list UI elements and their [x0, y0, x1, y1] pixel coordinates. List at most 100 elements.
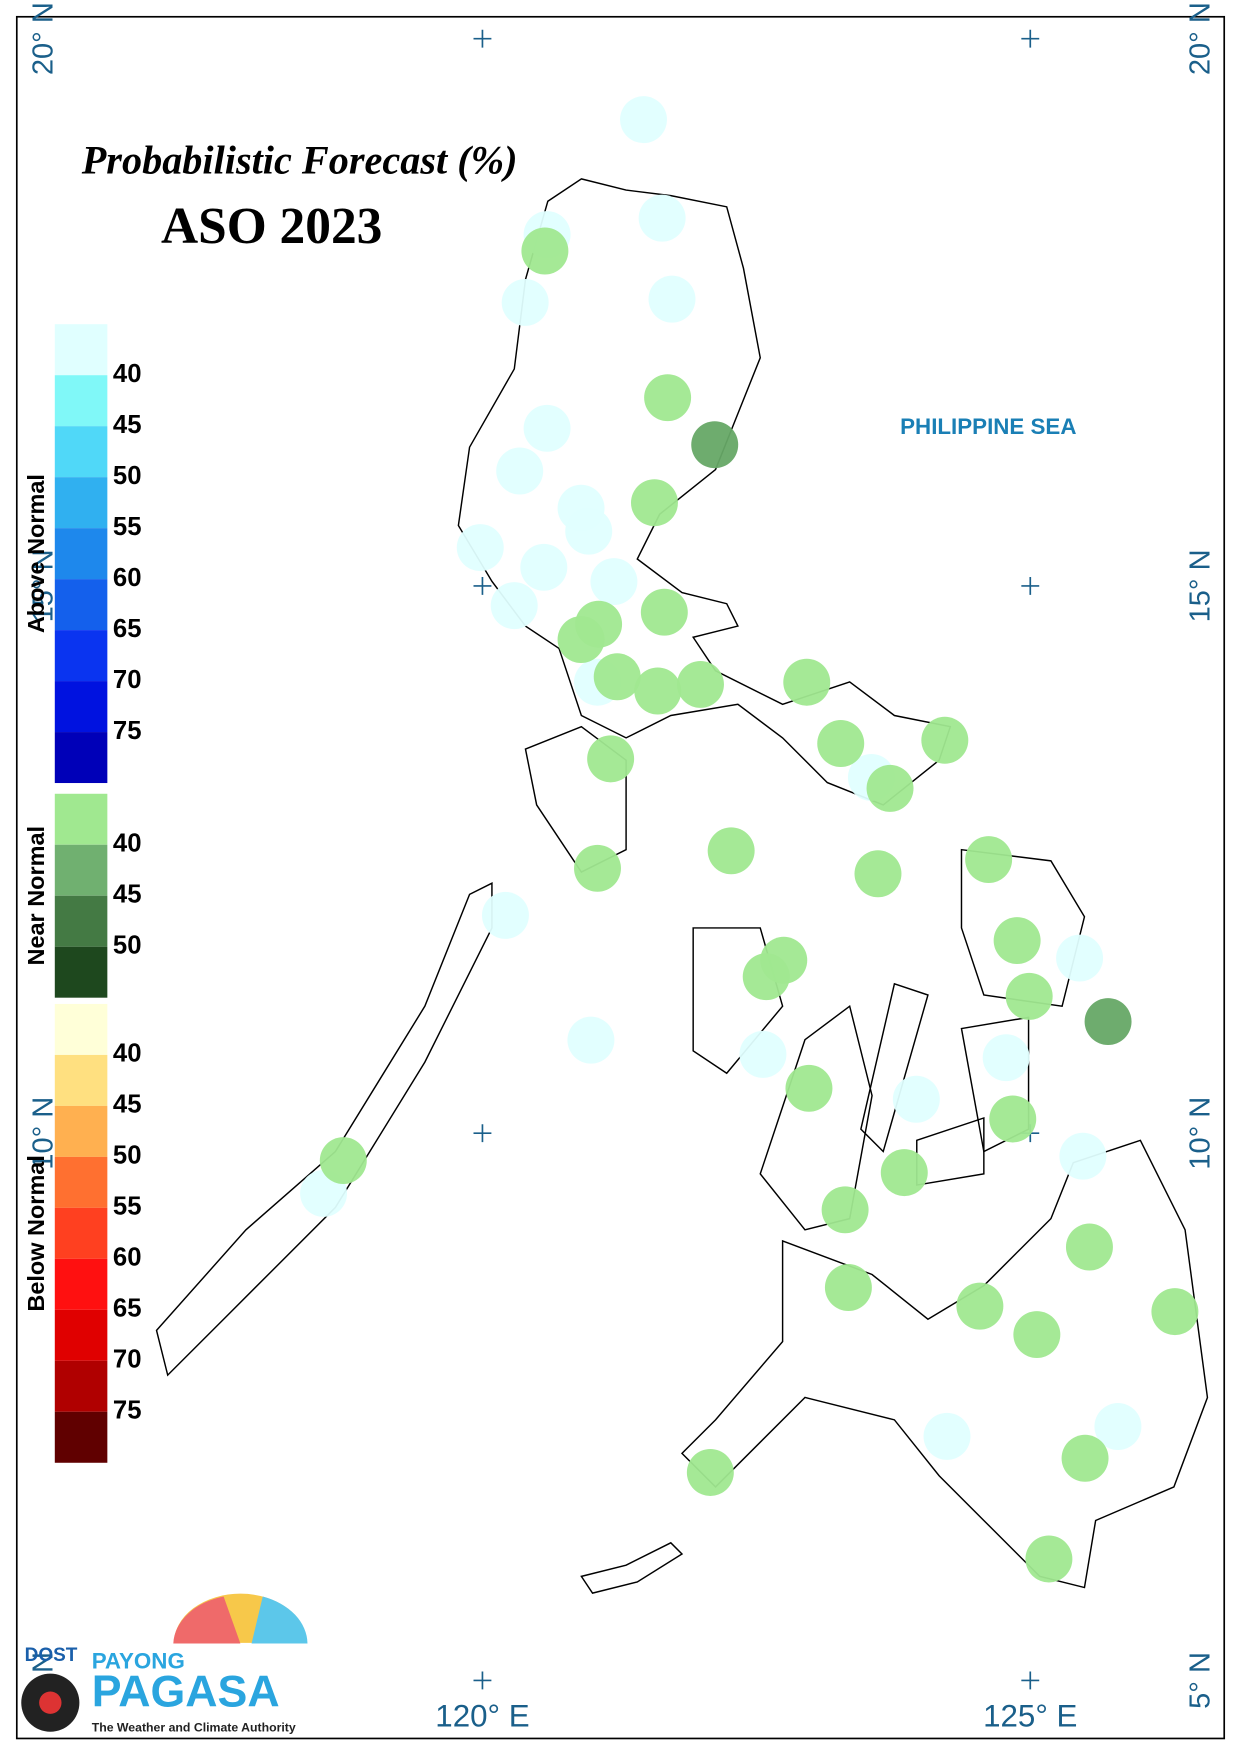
station — [1025, 1535, 1073, 1583]
sea-label: PHILIPPINE SEA — [900, 414, 1076, 439]
station — [630, 479, 678, 527]
legend-label: 50 — [113, 1142, 142, 1170]
station — [707, 827, 755, 875]
luzon — [457, 178, 952, 806]
station — [691, 421, 739, 469]
station — [866, 764, 914, 812]
legend-label: 40 — [113, 830, 142, 858]
station — [557, 616, 605, 664]
x-tick-label: 120° E — [435, 1699, 529, 1734]
y-tick-label-right: 5° N — [1185, 1652, 1217, 1709]
legend-title: Near Normal — [23, 826, 49, 966]
legend-label: 45 — [113, 411, 142, 439]
legend-swatch — [54, 630, 108, 682]
legend-swatch — [54, 1156, 108, 1208]
samar — [960, 848, 1086, 1007]
station — [590, 558, 638, 606]
station — [638, 194, 686, 242]
station — [1056, 934, 1104, 982]
station — [821, 1186, 869, 1234]
station — [587, 735, 635, 783]
station — [593, 653, 641, 701]
legend-swatch — [54, 579, 108, 631]
station — [1013, 1311, 1061, 1359]
legend-swatch — [54, 477, 108, 529]
graticule-cross — [473, 29, 492, 48]
dost-seal-center — [39, 1691, 62, 1714]
logo-tagline: The Weather and Climate Authority — [92, 1721, 296, 1735]
station — [854, 850, 902, 898]
x-tick-label: 125° E — [983, 1699, 1077, 1734]
legend: 40 45 50 55 60 65 70 75 Above Normal 40 45 50 Near N… — [23, 324, 142, 1463]
y-tick-label-left: 10° N — [27, 1097, 59, 1170]
legend-title: Above Normal — [23, 474, 49, 633]
legend-label: 45 — [113, 881, 142, 909]
station — [565, 507, 613, 555]
legend-label: 70 — [113, 666, 142, 694]
station — [783, 658, 831, 706]
station — [739, 1030, 787, 1078]
station — [521, 227, 569, 275]
station — [892, 1075, 940, 1123]
station — [520, 543, 568, 591]
graticule-cross — [473, 1671, 492, 1690]
logo-agency: DOST — [25, 1645, 78, 1666]
sulu — [580, 1541, 684, 1594]
station — [686, 1449, 734, 1496]
y-tick-label-left: 15° N — [27, 549, 59, 622]
station — [648, 275, 696, 323]
subtitle: ASO 2023 — [161, 198, 382, 255]
station — [923, 1412, 971, 1460]
legend-swatch — [54, 895, 108, 947]
graticule-cross — [473, 1124, 492, 1143]
legend-label: 60 — [113, 1244, 142, 1272]
logo-brand: PAGASA — [92, 1668, 280, 1717]
umbrella-right — [251, 1596, 308, 1644]
station — [921, 716, 969, 764]
legend-label: 65 — [113, 1295, 142, 1323]
station — [965, 836, 1013, 884]
station — [1059, 1132, 1107, 1180]
legend-label: 40 — [113, 360, 142, 388]
legend-swatch — [54, 1003, 108, 1055]
station — [982, 1034, 1030, 1082]
y-tick-label-right: 10° N — [1185, 1097, 1217, 1170]
station — [1094, 1403, 1142, 1451]
station — [481, 891, 529, 939]
station — [496, 447, 544, 495]
legend-label: 50 — [113, 932, 142, 960]
station — [567, 1016, 615, 1064]
legend-label: 70 — [113, 1346, 142, 1374]
legend-swatch — [54, 1054, 108, 1106]
logo-brand-top: PAYONG — [92, 1648, 185, 1673]
umbrella-left — [173, 1596, 241, 1644]
station — [677, 660, 724, 708]
station — [644, 374, 692, 422]
graticule-cross — [473, 576, 492, 595]
legend-label: 40 — [113, 1040, 142, 1068]
legend-label: 65 — [113, 615, 142, 643]
legend-label: 75 — [113, 1397, 142, 1425]
station — [742, 953, 790, 1001]
station — [319, 1137, 367, 1185]
station — [1084, 998, 1132, 1046]
station — [1065, 1223, 1113, 1271]
station — [817, 720, 865, 768]
station — [1061, 1434, 1109, 1482]
y-tick-label-left: 20° N — [27, 2, 59, 75]
graticule-cross — [1021, 1671, 1040, 1690]
legend-swatch — [54, 844, 108, 896]
legend-swatch — [54, 1258, 108, 1310]
legend-label: 60 — [113, 564, 142, 592]
station — [989, 1095, 1037, 1143]
station — [640, 588, 688, 636]
legend-label: 55 — [113, 1193, 142, 1221]
legend-swatch — [54, 324, 108, 376]
station — [1151, 1288, 1199, 1336]
legend-swatch — [54, 1411, 108, 1463]
station — [574, 844, 621, 892]
station — [880, 1149, 928, 1197]
